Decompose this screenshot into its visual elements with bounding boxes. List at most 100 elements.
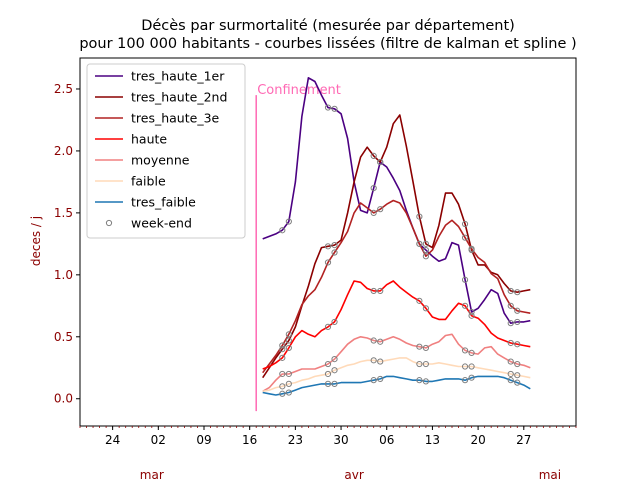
weekend-marker (461, 276, 469, 283)
weekend-marker (370, 377, 377, 384)
weekend-marker (377, 206, 384, 213)
series-line-tres_haute_2nd (262, 114, 531, 379)
legend-label: week-end (131, 216, 192, 231)
weekend-marker (416, 297, 423, 304)
weekend-marker (514, 341, 521, 348)
weekend-marker (514, 289, 521, 296)
weekend-marker (468, 349, 475, 356)
legend-label: tres_haute_1er (131, 69, 225, 84)
weekend-marker (331, 318, 338, 326)
weekend-marker (279, 383, 286, 390)
legend-box (86, 63, 246, 239)
weekend-marker (279, 354, 286, 361)
weekend-marker (514, 318, 521, 326)
y-tick-label: 2.5 (54, 82, 73, 96)
weekend-marker (279, 342, 286, 349)
month-label: mai (539, 468, 561, 480)
weekend-marker (370, 357, 377, 364)
legend-label: haute (131, 132, 167, 147)
weekend-marker (468, 308, 475, 316)
weekend-marker (331, 241, 338, 249)
weekend-marker (422, 253, 429, 260)
x-tick-label: 13 (425, 433, 440, 447)
weekend-marker (285, 218, 292, 225)
weekend-marker (370, 152, 377, 159)
weekend-marker (285, 370, 292, 378)
x-tick-label: 06 (379, 433, 394, 447)
weekend-marker (416, 213, 423, 220)
weekend-marker (461, 302, 469, 309)
weekend-marker (377, 158, 384, 166)
weekend-marker (468, 245, 475, 252)
y-tick-label: 1.0 (54, 268, 73, 282)
weekend-marker (507, 377, 514, 384)
weekend-marker (422, 246, 429, 254)
legend-label: tres_faible (131, 195, 196, 210)
legend: tres_haute_1er tres_haute_2nd tres_haute_3… (86, 63, 246, 239)
weekend-marker (324, 259, 332, 266)
series-line-haute (262, 280, 531, 370)
x-tick-label: 30 (333, 433, 348, 447)
weekend-marker (507, 358, 514, 365)
weekend-marker (468, 312, 475, 319)
chart-title-line-1: Décès par surmortalité (mesurée par dépa… (141, 18, 515, 34)
confinement-annotation: Confinement (255, 83, 341, 412)
weekend-marker (422, 344, 429, 352)
weekend-marker (461, 377, 469, 384)
series-line-moyenne (262, 333, 531, 392)
x-tick-label: 24 (105, 433, 120, 447)
weekend-marker (370, 287, 377, 295)
weekend-marker (461, 363, 469, 370)
weekend-marker (507, 287, 514, 295)
legend-label: faible (131, 174, 166, 189)
series-lines (262, 77, 531, 396)
x-tick-label: 23 (288, 433, 303, 447)
y-axis-label: deces / j (29, 216, 43, 266)
weekend-marker (507, 320, 514, 327)
weekend-marker (279, 390, 286, 397)
weekend-marker (331, 105, 338, 112)
weekend-marker (514, 372, 521, 379)
weekend-marker (370, 185, 377, 192)
weekend-marker (377, 338, 384, 345)
weekend-marker (468, 374, 475, 381)
weekend-marker (331, 249, 338, 256)
weekend-marker (331, 380, 338, 387)
weekend-marker (331, 367, 338, 374)
y-tick-label: 2.0 (54, 144, 73, 158)
weekend-marker (416, 343, 423, 350)
weekend-marker (416, 240, 423, 247)
weekend-marker (507, 302, 514, 309)
weekend-marker (416, 360, 423, 368)
weekend-marker (507, 370, 514, 378)
chart-title-line-2: pour 100 000 habitants - courbes lissées… (79, 36, 576, 52)
series-line-faible (262, 357, 531, 393)
weekend-marker (377, 358, 384, 365)
series-line-tres_haute_1er (262, 77, 531, 325)
axes: 0.0 0.5 1.0 1.5 2.0 2.5 24 02 09 16 23 30 06 13 20 27 ma… (54, 57, 577, 480)
y-tick-label: 1.5 (54, 206, 73, 220)
x-tick-label: 09 (196, 433, 211, 447)
weekend-marker (422, 360, 429, 368)
weekend-marker (279, 346, 286, 353)
weekend-marker (285, 337, 292, 344)
weekend-marker (461, 234, 469, 241)
series-line-tres_haute_3e (262, 199, 531, 374)
weekend-marker (461, 347, 469, 354)
weekend-marker (422, 240, 429, 247)
weekend-marker (324, 323, 332, 330)
weekend-marker (514, 379, 521, 386)
x-tick-label: 02 (151, 433, 166, 447)
weekend-marker (422, 378, 429, 385)
weekend-marker (279, 370, 286, 378)
series-line-tres_faible (262, 375, 531, 396)
legend-label: tres_haute_2nd (131, 90, 227, 105)
weekend-marker (324, 360, 332, 368)
x-tick-label: 20 (470, 433, 485, 447)
weekend-markers (279, 104, 521, 397)
weekend-marker (285, 331, 292, 338)
confinement-label: Confinement (257, 83, 341, 98)
weekend-marker (377, 287, 384, 295)
weekend-marker (377, 375, 384, 383)
